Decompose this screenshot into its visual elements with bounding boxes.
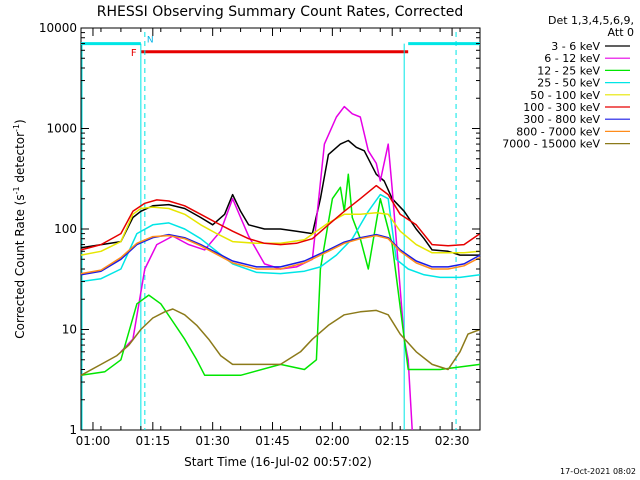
y-label-end: )	[13, 119, 27, 124]
legend-label: 800 - 7000 keV	[516, 125, 600, 138]
series-line-300-800-kev-kev	[80, 233, 481, 276]
y-label-main: Corrected Count Rate (s	[13, 194, 27, 338]
flag-annotations: FN	[81, 32, 480, 430]
y-tick-label: 10000	[39, 21, 77, 35]
legend-header-line1: Det 1,3,4,5,6,9,	[548, 14, 634, 27]
legend-header-line2: Att 0	[608, 26, 634, 39]
y-tick-label: 100	[54, 222, 77, 236]
legend-label: 12 - 25 keV	[537, 64, 600, 77]
x-tick-label: 01:00	[76, 434, 111, 448]
y-tick-label: 1	[69, 423, 77, 437]
series-line-100-300-kev-kev	[80, 184, 481, 251]
footer-timestamp: 17-Oct-2021 08:02	[560, 467, 636, 476]
y-tick-label: 1000	[46, 122, 77, 136]
legend-label: 300 - 800 keV	[523, 113, 600, 126]
series-line-7000-15000-kev-kev	[80, 308, 481, 376]
y-axis-label: Corrected Count Rate (s-1 detector-1)	[12, 119, 27, 338]
legend-label: 100 - 300 keV	[523, 101, 600, 114]
y-label-mid: detector	[13, 132, 27, 187]
legend-label: 7000 - 15000 keV	[502, 138, 600, 151]
y-label-sup2: -1	[12, 124, 21, 132]
x-axis-label: Start Time (16-Jul-02 00:57:02)	[184, 455, 372, 469]
x-tick-label: 01:15	[136, 434, 171, 448]
chart-title: RHESSI Observing Summary Count Rates, Co…	[97, 4, 463, 20]
x-tick-label: 02:30	[435, 434, 470, 448]
legend-label: 3 - 6 keV	[551, 40, 600, 53]
x-tick-label: 02:15	[375, 434, 410, 448]
flag-f-label: F	[131, 48, 137, 59]
x-tick-label: 01:30	[195, 434, 230, 448]
flag-n-label: N	[147, 36, 154, 46]
y-tick-label: 10	[62, 323, 77, 337]
legend-label: 6 - 12 keV	[544, 52, 600, 65]
x-tick-label: 01:45	[255, 434, 290, 448]
y-label-sup1: -1	[12, 186, 21, 194]
series-line-50-100-kev-kev	[80, 206, 481, 256]
legend-label: 50 - 100 keV	[530, 89, 600, 102]
series-line-800-7000-kev-kev	[80, 234, 481, 275]
legend-label: 25 - 50 keV	[537, 77, 600, 90]
series-line-25-50-kev-kev	[80, 193, 481, 283]
axes: 1 10 100 1000 10000 01:00 01:15 01:30 01:45 02:00…	[39, 21, 481, 448]
series-layer	[80, 105, 481, 431]
x-tick-label: 02:00	[315, 434, 350, 448]
